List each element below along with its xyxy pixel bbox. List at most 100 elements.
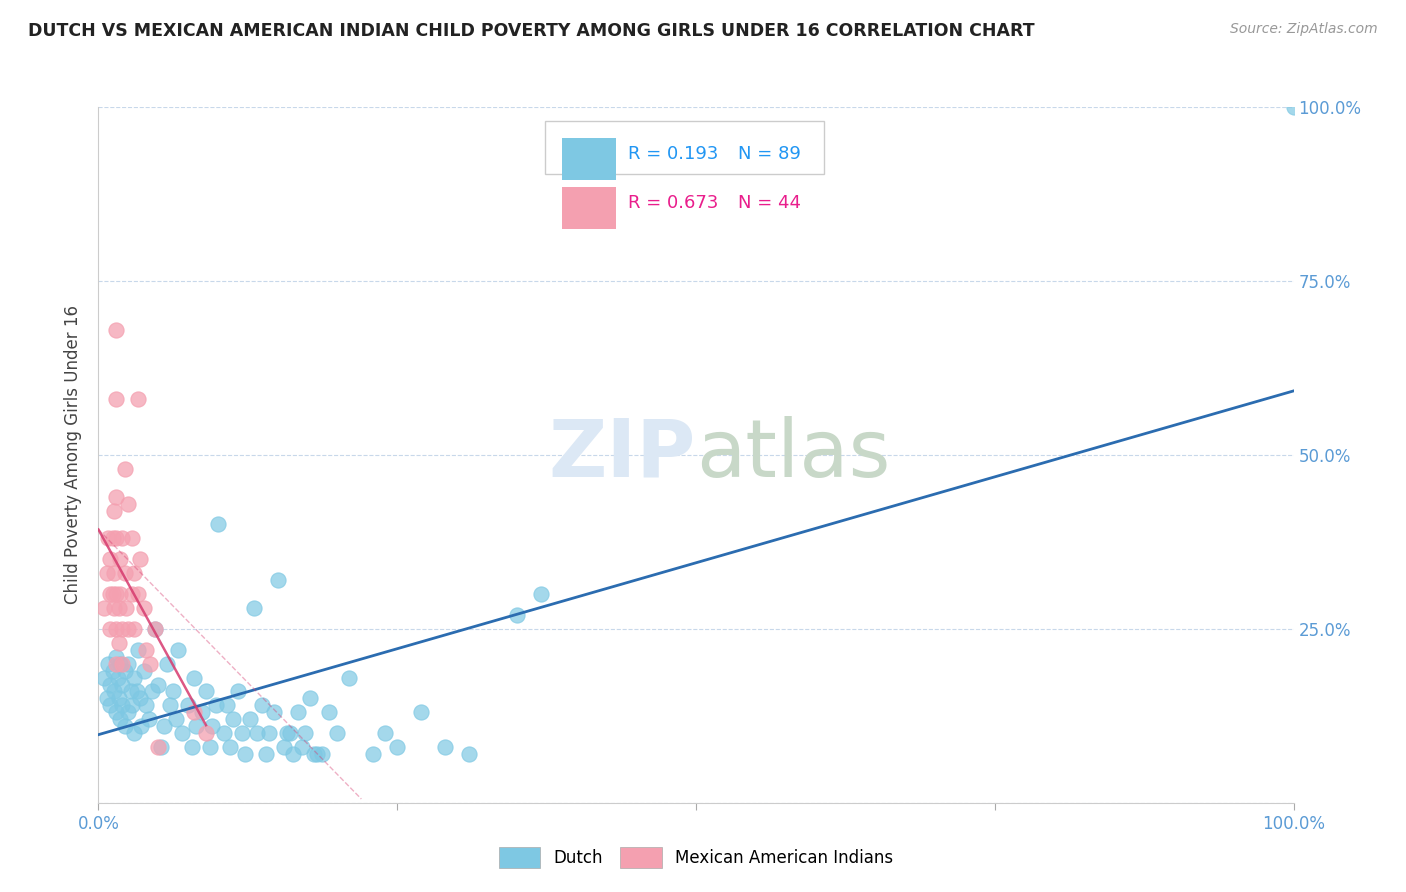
- Point: [107, 691, 129, 706]
- Point: [96, 566, 118, 581]
- Text: R = 0.193: R = 0.193: [628, 145, 718, 163]
- Point: [339, 671, 360, 685]
- Point: [117, 622, 139, 636]
- Point: [111, 677, 134, 691]
- Y-axis label: Child Poverty Among Girls Under 16: Child Poverty Among Girls Under 16: [65, 305, 83, 605]
- Point: [111, 698, 134, 713]
- Text: R = 0.673: R = 0.673: [628, 194, 718, 212]
- Point: [291, 740, 314, 755]
- Point: [385, 740, 409, 755]
- Point: [141, 684, 163, 698]
- Point: [115, 601, 138, 615]
- Point: [98, 587, 122, 601]
- Point: [183, 706, 205, 720]
- Point: [101, 532, 124, 546]
- Point: [108, 712, 131, 726]
- Point: [433, 740, 456, 755]
- Point: [105, 622, 128, 636]
- Point: [212, 726, 235, 740]
- Point: [318, 706, 340, 720]
- Point: [105, 706, 128, 720]
- Point: [121, 698, 143, 713]
- Point: [267, 573, 290, 587]
- Point: [226, 684, 249, 698]
- Point: [273, 740, 295, 755]
- Point: [191, 706, 214, 720]
- Point: [194, 684, 218, 698]
- Point: [105, 532, 128, 546]
- Point: [139, 657, 162, 671]
- Point: [143, 622, 166, 636]
- Point: [411, 706, 433, 720]
- Point: [506, 607, 529, 622]
- Point: [101, 587, 124, 601]
- Point: [107, 636, 129, 650]
- Point: [186, 719, 208, 733]
- Text: N = 89: N = 89: [738, 145, 800, 163]
- Point: [302, 747, 325, 761]
- Point: [97, 532, 120, 546]
- Point: [167, 642, 190, 657]
- Point: [201, 719, 224, 733]
- Point: [219, 740, 242, 755]
- Point: [131, 719, 153, 733]
- Point: [162, 684, 184, 698]
- Point: [93, 671, 115, 685]
- Point: [143, 622, 166, 636]
- Point: [239, 712, 262, 726]
- Point: [124, 671, 146, 685]
- Point: [98, 622, 122, 636]
- Point: [129, 691, 152, 706]
- Point: [111, 622, 134, 636]
- Point: [283, 747, 305, 761]
- Point: [231, 726, 253, 740]
- Point: [127, 392, 149, 407]
- Point: [135, 698, 157, 713]
- Point: [108, 657, 131, 671]
- Point: [235, 747, 257, 761]
- Point: [298, 691, 321, 706]
- Point: [108, 552, 131, 566]
- Point: [105, 490, 128, 504]
- Point: [311, 747, 333, 761]
- Point: [114, 462, 136, 476]
- Point: [114, 719, 136, 733]
- Point: [127, 642, 149, 657]
- Point: [103, 566, 125, 581]
- Point: [98, 677, 122, 691]
- Point: [250, 698, 273, 713]
- Point: [177, 698, 200, 713]
- Point: [129, 552, 152, 566]
- Point: [107, 671, 129, 685]
- Point: [278, 726, 301, 740]
- Point: [204, 698, 226, 713]
- Point: [207, 517, 229, 532]
- Text: N = 44: N = 44: [738, 194, 801, 212]
- FancyBboxPatch shape: [562, 187, 616, 229]
- Point: [98, 698, 122, 713]
- Text: DUTCH VS MEXICAN AMERICAN INDIAN CHILD POVERTY AMONG GIRLS UNDER 16 CORRELATION : DUTCH VS MEXICAN AMERICAN INDIAN CHILD P…: [28, 22, 1035, 40]
- Point: [111, 657, 134, 671]
- Point: [105, 323, 128, 337]
- Point: [287, 706, 309, 720]
- Point: [326, 726, 349, 740]
- Point: [98, 552, 122, 566]
- Point: [155, 657, 177, 671]
- Point: [217, 698, 239, 713]
- Point: [243, 601, 266, 615]
- Point: [148, 677, 170, 691]
- Point: [117, 497, 139, 511]
- Point: [105, 392, 128, 407]
- Point: [114, 566, 136, 581]
- Point: [165, 712, 187, 726]
- Point: [307, 747, 329, 761]
- Point: [180, 740, 202, 755]
- Point: [107, 601, 129, 615]
- Point: [374, 726, 396, 740]
- Point: [105, 587, 128, 601]
- Point: [97, 657, 120, 671]
- Point: [121, 587, 143, 601]
- Point: [108, 587, 131, 601]
- Point: [132, 601, 155, 615]
- Point: [138, 712, 160, 726]
